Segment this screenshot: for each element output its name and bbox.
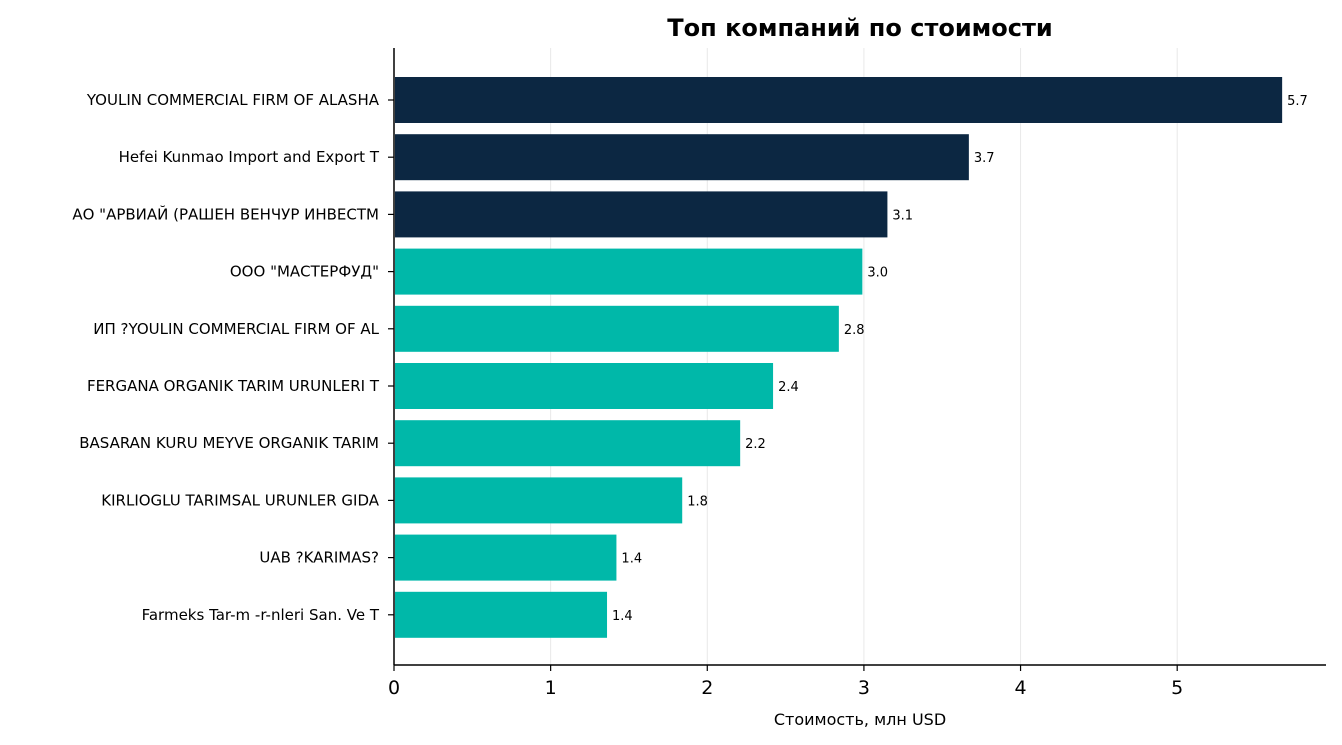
y-tick-label-0: YOULIN COMMERCIAL FIRM OF ALASHA — [86, 91, 380, 109]
y-tick-label-5: FERGANA ORGANIK TARIM URUNLERI T — [87, 377, 380, 395]
y-tick-label-7: KIRLIOGLU TARIMSAL URUNLER GIDA — [101, 491, 379, 509]
bar-5 — [395, 363, 774, 409]
value-label-4: 2.8 — [844, 323, 865, 338]
value-label-9: 1.4 — [612, 609, 633, 624]
bar-9 — [395, 591, 608, 638]
bar-7 — [395, 477, 683, 524]
x-tick-label-0: 0 — [388, 677, 400, 699]
bars — [395, 77, 1283, 638]
y-tick-label-6: BASARAN KURU MEYVE ORGANIK TARIM — [79, 434, 379, 452]
y-tick-label-9: Farmeks Tar-m -r-nleri San. Ve T — [142, 606, 380, 624]
y-tick-label-2: АО "АРВИАЙ (РАШЕН ВЕНЧУР ИНВЕСТМ — [72, 204, 379, 223]
value-label-1: 3.7 — [974, 151, 995, 166]
x-axis-ticks: 0 1 2 3 4 5 — [388, 665, 1183, 699]
bar-1 — [395, 134, 969, 181]
bar-2 — [395, 191, 888, 238]
value-label-3: 3.0 — [867, 266, 888, 281]
value-label-7: 1.8 — [687, 494, 708, 509]
x-tick-label-2: 2 — [701, 677, 713, 699]
y-axis-tick-labels: YOULIN COMMERCIAL FIRM OF ALASHA Hefei Ku… — [72, 91, 394, 624]
value-label-5: 2.4 — [778, 380, 799, 395]
value-label-0: 5.7 — [1287, 94, 1308, 109]
value-labels: 5.7 3.7 3.1 3.0 2.8 2.4 2.2 1.8 1.4 1.4 — [612, 94, 1308, 624]
x-tick-label-5: 5 — [1171, 677, 1183, 699]
bar-8 — [395, 534, 617, 581]
value-label-8: 1.4 — [621, 552, 642, 567]
bar-0 — [395, 77, 1283, 123]
y-tick-label-4: ИП ?YOULIN COMMERCIAL FIRM OF AL — [93, 320, 379, 338]
value-label-2: 3.1 — [892, 208, 913, 223]
x-tick-label-4: 4 — [1015, 677, 1027, 699]
chart-title: Топ компаний по стоимости — [667, 14, 1052, 42]
y-tick-label-8: UAB ?KARIMAS? — [259, 549, 379, 567]
value-label-6: 2.2 — [745, 437, 766, 452]
bar-3 — [395, 248, 863, 295]
bar-6 — [395, 420, 741, 467]
x-tick-label-1: 1 — [545, 677, 557, 699]
x-tick-label-3: 3 — [858, 677, 870, 699]
x-axis-label: Стоимость, млн USD — [774, 710, 946, 729]
bar-4 — [395, 305, 839, 352]
y-tick-label-3: ООО "МАСТЕРФУД" — [230, 263, 379, 281]
y-tick-label-1: Hefei Kunmao Import and Export T — [119, 148, 380, 166]
